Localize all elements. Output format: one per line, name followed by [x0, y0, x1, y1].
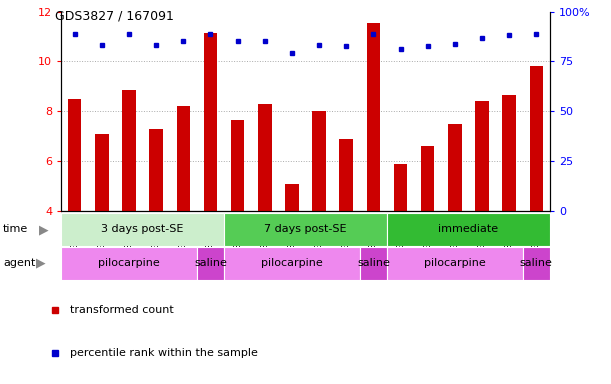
Text: time: time: [3, 224, 28, 235]
Text: 3 days post-SE: 3 days post-SE: [101, 224, 184, 235]
Bar: [502, 95, 516, 211]
Bar: [231, 120, 244, 211]
Bar: [203, 33, 218, 211]
Text: pilocarpine: pilocarpine: [98, 258, 160, 268]
Text: percentile rank within the sample: percentile rank within the sample: [70, 348, 258, 358]
Bar: [149, 129, 163, 211]
Bar: [393, 164, 408, 211]
Text: agent: agent: [3, 258, 35, 268]
Bar: [197, 247, 224, 280]
Bar: [340, 139, 353, 211]
Bar: [68, 99, 81, 211]
Text: saline: saline: [194, 258, 227, 268]
Bar: [258, 104, 271, 211]
Text: transformed count: transformed count: [70, 306, 174, 316]
Bar: [224, 213, 387, 246]
Bar: [421, 146, 434, 211]
Bar: [61, 213, 224, 246]
Text: immediate: immediate: [438, 224, 499, 235]
Bar: [177, 106, 190, 211]
Bar: [61, 247, 197, 280]
Text: saline: saline: [357, 258, 390, 268]
Bar: [285, 184, 299, 211]
Text: pilocarpine: pilocarpine: [261, 258, 323, 268]
Bar: [360, 247, 387, 280]
Bar: [387, 247, 523, 280]
Bar: [530, 66, 543, 211]
Bar: [312, 111, 326, 211]
Text: ▶: ▶: [36, 257, 46, 270]
Text: 7 days post-SE: 7 days post-SE: [264, 224, 347, 235]
Bar: [95, 134, 109, 211]
Bar: [448, 124, 462, 211]
Bar: [475, 101, 489, 211]
Text: GDS3827 / 167091: GDS3827 / 167091: [55, 10, 174, 23]
Bar: [523, 247, 550, 280]
Bar: [387, 213, 550, 246]
Text: pilocarpine: pilocarpine: [424, 258, 486, 268]
Text: saline: saline: [520, 258, 553, 268]
Text: ▶: ▶: [38, 223, 48, 236]
Bar: [122, 90, 136, 211]
Bar: [224, 247, 360, 280]
Bar: [367, 23, 380, 211]
